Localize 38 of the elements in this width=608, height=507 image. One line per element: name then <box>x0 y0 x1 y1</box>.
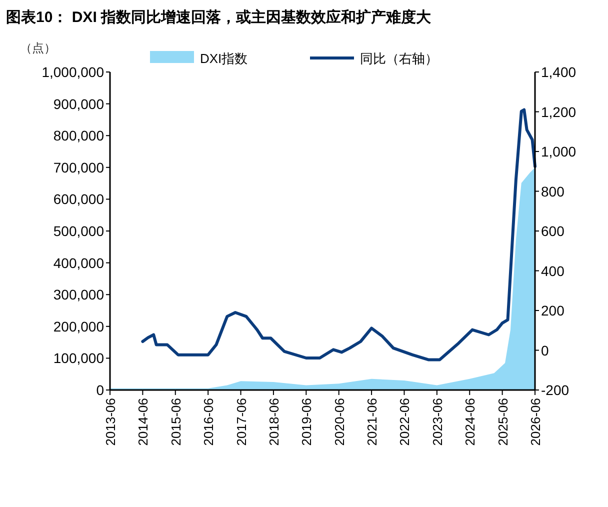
x-tick-label: 2019-06 <box>299 398 314 446</box>
x-tick-label: 2016-06 <box>201 398 216 446</box>
y2-tick-label: -200 <box>541 382 570 398</box>
legend-label: 同比（右轴） <box>360 51 438 66</box>
y2-tick-label: 0 <box>541 342 549 358</box>
y2-tick-label: 1,400 <box>541 64 576 80</box>
y-axis-title: （点） <box>20 41 56 55</box>
y-tick-label: 800,000 <box>53 128 104 144</box>
x-tick-label: 2014-06 <box>136 398 151 446</box>
x-tick-label: 2013-06 <box>103 398 118 446</box>
x-tick-label: 2026-06 <box>528 398 543 446</box>
legend-label: DXI指数 <box>200 51 248 66</box>
y-tick-label: 300,000 <box>53 286 104 303</box>
x-tick-label: 2021-06 <box>364 398 380 446</box>
y-tick-label: 600,000 <box>53 191 104 208</box>
x-tick-label: 2025-06 <box>495 398 510 446</box>
x-tick-label: 2018-06 <box>266 398 282 446</box>
y2-tick-label: 200 <box>541 302 565 318</box>
y-tick-label: 900,000 <box>53 96 104 112</box>
y2-tick-label: 1,000 <box>541 144 576 160</box>
y-tick-label: 100,000 <box>53 350 104 366</box>
y2-tick-label: 600 <box>541 223 565 239</box>
x-tick-label: 2020-06 <box>332 398 347 446</box>
y2-tick-label: 800 <box>541 183 565 200</box>
x-tick-label: 2015-06 <box>168 398 184 446</box>
y-tick-label: 0 <box>96 382 104 398</box>
y2-tick-label: 400 <box>541 262 565 279</box>
x-tick-label: 2022-06 <box>397 398 412 446</box>
x-tick-label: 2023-06 <box>430 398 445 446</box>
y2-tick-label: 1,200 <box>541 104 576 120</box>
y-tick-label: 500,000 <box>53 223 104 239</box>
x-tick-label: 2024-06 <box>462 398 478 446</box>
x-tick-label: 2017-06 <box>234 398 249 446</box>
y-tick-label: 1,000,000 <box>42 64 104 80</box>
y-tick-label: 700,000 <box>53 159 104 176</box>
chart-title: 图表10： DXI 指数同比增速回落，或主因基数效应和扩产难度大 <box>6 8 432 26</box>
y-tick-label: 200,000 <box>53 318 104 334</box>
y-tick-label: 400,000 <box>53 254 104 271</box>
